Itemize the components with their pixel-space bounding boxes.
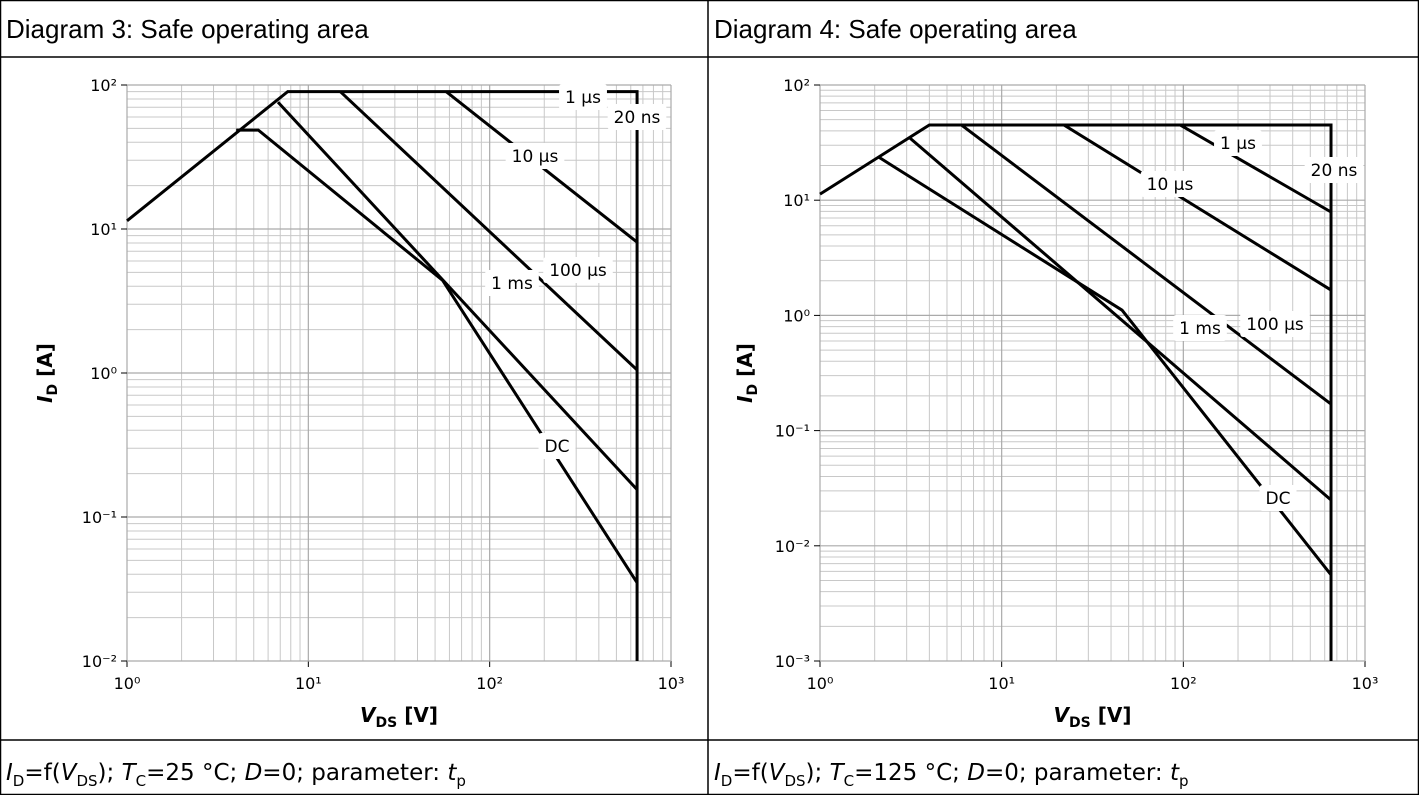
annotation: 1 µs [565, 88, 601, 108]
caption-part: C [844, 772, 854, 790]
annotation-box [607, 104, 667, 130]
soa-line [276, 101, 639, 491]
caption-part: t [447, 760, 457, 786]
annotation-box [1304, 157, 1364, 183]
y-tick-label: 10⁻³ [775, 652, 810, 671]
x-tick-label: 10³ [658, 674, 685, 693]
caption-part: D [13, 772, 25, 790]
annotation: 10 µs [512, 147, 559, 167]
y-tick-label: 10⁻¹ [82, 508, 117, 527]
caption-part: C [136, 772, 146, 790]
label-part: [V] [397, 703, 438, 727]
x-axis-label: VDS [V] [1054, 703, 1132, 731]
x-tick-label: 10¹ [988, 674, 1015, 693]
annotation: DC [1266, 489, 1291, 509]
soa-line [126, 90, 639, 661]
annotation-box [543, 257, 613, 283]
caption: ID=f(VDS); TC=25 °C; D=0; parameter: tp [6, 760, 466, 790]
caption-part: DS [76, 772, 97, 790]
caption-part: ); [98, 760, 122, 786]
y-tick-label: 10² [783, 76, 810, 95]
x-tick-label: 10⁰ [807, 674, 834, 693]
y-axis-label: ID [A] [33, 343, 61, 403]
label-part: D [45, 384, 61, 396]
caption-part: =f( [732, 760, 768, 786]
caption-part: T [122, 760, 138, 786]
y-tick-label: 10² [90, 76, 117, 95]
soa-line [1063, 123, 1332, 292]
caption-part: D [967, 760, 985, 786]
caption-part: V [61, 760, 79, 786]
diagram-title: Diagram 3: Safe operating area [6, 14, 369, 44]
diagram-title: Diagram 4: Safe operating area [714, 14, 1077, 44]
annotation: 10 µs [1147, 175, 1194, 195]
annotation-box [505, 143, 565, 169]
caption-part: =125 °C; [854, 760, 967, 786]
caption-part: p [456, 772, 466, 790]
caption-part: t [1170, 760, 1180, 786]
annotation: 100 µs [549, 261, 607, 281]
caption-part: V [769, 760, 787, 786]
caption-part: D [245, 760, 263, 786]
caption: ID=f(VDS); TC=125 °C; D=0; parameter: tp [714, 760, 1189, 790]
label-part: [V] [1091, 703, 1132, 727]
annotation-box [559, 84, 607, 110]
caption-part: =25 °C; [146, 760, 244, 786]
x-axis-label: VDS [V] [360, 703, 438, 731]
y-tick-label: 10⁻¹ [775, 422, 810, 441]
annotation: 1 µs [1220, 134, 1256, 154]
caption-part: =f( [24, 760, 60, 786]
caption-part: D [721, 772, 733, 790]
caption-part: T [830, 760, 846, 786]
annotation: 100 µs [1246, 315, 1304, 335]
label-part: I [33, 395, 57, 403]
annotation: 20 ns [614, 108, 661, 128]
caption-part: I [6, 760, 13, 786]
annotation-box [485, 270, 539, 296]
label-part: V [360, 703, 377, 727]
caption-part: =0; parameter: [985, 760, 1170, 786]
caption-part: p [1179, 772, 1189, 790]
soa-line [819, 123, 1333, 661]
label-part: DS [1069, 715, 1091, 731]
annotation-box [1173, 315, 1227, 341]
y-tick-label: 10⁰ [90, 364, 117, 383]
label-part: [A] [733, 343, 757, 384]
annotation-box [1140, 171, 1200, 197]
x-tick-label: 10² [1170, 674, 1197, 693]
y-tick-label: 10¹ [90, 220, 117, 239]
soa-line [908, 136, 1332, 502]
annotation-box [1259, 485, 1297, 511]
soa-line [236, 128, 639, 584]
y-axis-label: ID [A] [733, 343, 761, 403]
y-tick-label: 10⁻² [82, 652, 117, 671]
label-part: D [745, 384, 761, 396]
annotation: 20 ns [1311, 161, 1358, 181]
annotation-box [538, 433, 576, 459]
soa-line [339, 90, 639, 372]
label-part: [A] [33, 343, 57, 384]
y-tick-label: 10¹ [783, 191, 810, 210]
caption-part: DS [784, 772, 805, 790]
x-tick-label: 10² [476, 674, 503, 693]
x-tick-label: 10⁰ [114, 674, 141, 693]
annotation: 1 ms [1179, 319, 1221, 339]
label-part: DS [376, 715, 398, 731]
caption-part: =0; parameter: [262, 760, 447, 786]
annotation-box [1240, 311, 1310, 337]
annotation: DC [545, 437, 570, 457]
caption-part: I [714, 760, 721, 786]
x-tick-label: 10¹ [295, 674, 322, 693]
label-part: I [733, 395, 757, 403]
label-part: V [1054, 703, 1071, 727]
soa-line [1179, 123, 1332, 214]
annotation-box [1214, 130, 1262, 156]
caption-part: ); [806, 760, 830, 786]
y-tick-label: 10⁻² [775, 537, 810, 556]
annotation: 1 ms [491, 274, 533, 294]
soa-line [960, 123, 1332, 406]
x-tick-label: 10³ [1352, 674, 1379, 693]
y-tick-label: 10⁰ [783, 306, 810, 325]
